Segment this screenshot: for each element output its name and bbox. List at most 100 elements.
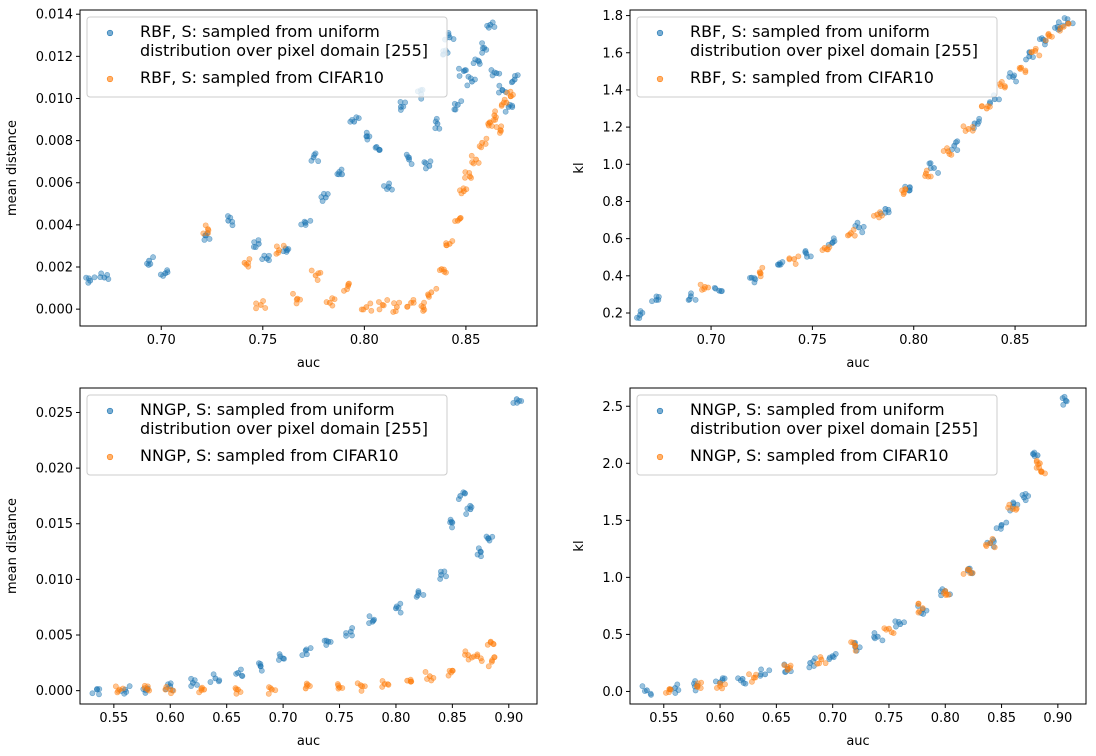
- data-point-cloud: [443, 573, 449, 580]
- data-point-cloud: [216, 677, 223, 684]
- data-point-cloud: [711, 284, 718, 291]
- data-point-cloud: [265, 690, 272, 697]
- data-point-cloud: [502, 108, 509, 115]
- data-point-cloud: [496, 82, 503, 89]
- data-point-cloud: [126, 683, 133, 690]
- y-tick-label: 0.012: [36, 50, 73, 65]
- data-point-cloud: [200, 230, 207, 237]
- legend-marker: [656, 453, 664, 461]
- y-tick-label: 0.006: [36, 176, 73, 191]
- data-point-cloud: [163, 683, 170, 690]
- data-point-cloud: [315, 270, 322, 277]
- data-point-cloud: [1022, 497, 1029, 504]
- data-point-cloud: [196, 689, 203, 696]
- data-point-cloud: [518, 398, 525, 404]
- data-point-cloud: [420, 592, 427, 598]
- y-tick-label: 1.4: [602, 83, 623, 98]
- data-point-cloud: [465, 656, 472, 663]
- data-point-cloud: [308, 157, 315, 164]
- data-point-cloud: [366, 613, 373, 620]
- data-point-cloud: [792, 261, 799, 267]
- data-point-cloud: [349, 625, 356, 631]
- data-point-cloud: [319, 198, 326, 204]
- data-point-cloud: [674, 681, 681, 688]
- y-tick-label: 1.8: [602, 9, 623, 24]
- data-point-cloud: [363, 129, 370, 136]
- data-point-cloud: [112, 683, 119, 690]
- x-tick-label: 0.75: [325, 711, 354, 726]
- data-point-cloud: [991, 544, 998, 551]
- data-point-cloud: [1017, 66, 1024, 72]
- data-point: [146, 257, 152, 264]
- data-point-cloud: [346, 280, 352, 287]
- data-point-cloud: [901, 619, 907, 626]
- legend-marker: [106, 29, 114, 37]
- data-point-cloud: [91, 274, 98, 281]
- data-point-cloud: [795, 253, 802, 260]
- data-point-cloud: [692, 296, 699, 303]
- data-point-cloud: [719, 675, 726, 682]
- data-point-cloud: [232, 685, 239, 691]
- data-point-cloud: [458, 98, 465, 105]
- data-point-cloud: [464, 82, 471, 89]
- data-point-cloud: [491, 69, 498, 76]
- data-point-cloud: [308, 267, 315, 274]
- legend-marker: [656, 407, 664, 415]
- data-point-cloud: [916, 608, 923, 615]
- x-tick-label: 0.80: [931, 711, 960, 726]
- data-point-cloud: [475, 159, 482, 166]
- data-point-cloud: [1063, 398, 1070, 405]
- data-point-cloud: [697, 685, 704, 691]
- data-point-cloud: [699, 286, 705, 293]
- data-point-cloud: [455, 496, 462, 503]
- data-point-cloud: [299, 652, 306, 659]
- data-point-cloud: [233, 670, 240, 677]
- data-point-cloud: [507, 93, 514, 100]
- data-point-cloud: [1011, 72, 1018, 79]
- data-point-cloud: [329, 295, 336, 302]
- data-point-cloud: [812, 655, 818, 662]
- data-point-cloud: [376, 306, 383, 313]
- data-point-cloud: [290, 290, 296, 297]
- data-point-cloud: [321, 637, 328, 644]
- data-point-cloud: [960, 571, 967, 577]
- legend-marker: [656, 75, 664, 83]
- data-point-cloud: [989, 535, 996, 542]
- data-point-cloud: [449, 238, 456, 244]
- data-point-cloud: [376, 299, 382, 305]
- data-point-cloud: [718, 288, 725, 295]
- data-point-cloud: [814, 660, 821, 667]
- data-point-cloud: [751, 275, 758, 281]
- data-point-cloud: [998, 78, 1005, 85]
- data-point-cloud: [447, 516, 454, 523]
- data-point-cloud: [486, 537, 493, 544]
- data-point-cloud: [953, 139, 959, 146]
- data-point-cloud: [202, 222, 209, 229]
- data-point-cloud: [1031, 449, 1038, 456]
- data-point-cloud: [341, 287, 347, 294]
- x-tick-label: 0.85: [987, 711, 1016, 726]
- data-point-cloud: [860, 223, 867, 230]
- data-point-cloud: [410, 296, 417, 303]
- data-point-cloud: [422, 160, 429, 167]
- legend: NNGP, S: sampled from uniform distributio…: [86, 394, 448, 476]
- data-point-cloud: [141, 682, 148, 689]
- data-point-cloud: [422, 165, 429, 172]
- data-point-cloud: [237, 689, 244, 695]
- data-point-cloud: [666, 689, 672, 696]
- y-tick-label: 0.015: [36, 517, 73, 532]
- data-point-cloud: [489, 19, 496, 26]
- data-point-cloud: [98, 270, 105, 277]
- data-point-cloud: [150, 254, 156, 261]
- y-tick-label: 0.000: [36, 684, 73, 699]
- data-point-cloud: [229, 222, 236, 229]
- data-point-cloud: [167, 680, 174, 687]
- data-point-cloud: [262, 305, 269, 311]
- data-point-cloud: [1022, 69, 1029, 76]
- data-point-cloud: [986, 103, 993, 110]
- data-point-cloud: [1057, 25, 1064, 31]
- data-point-cloud: [245, 260, 252, 266]
- data-point-cloud: [1005, 504, 1012, 511]
- data-point-cloud: [871, 630, 878, 636]
- data-point-cloud: [1025, 493, 1032, 499]
